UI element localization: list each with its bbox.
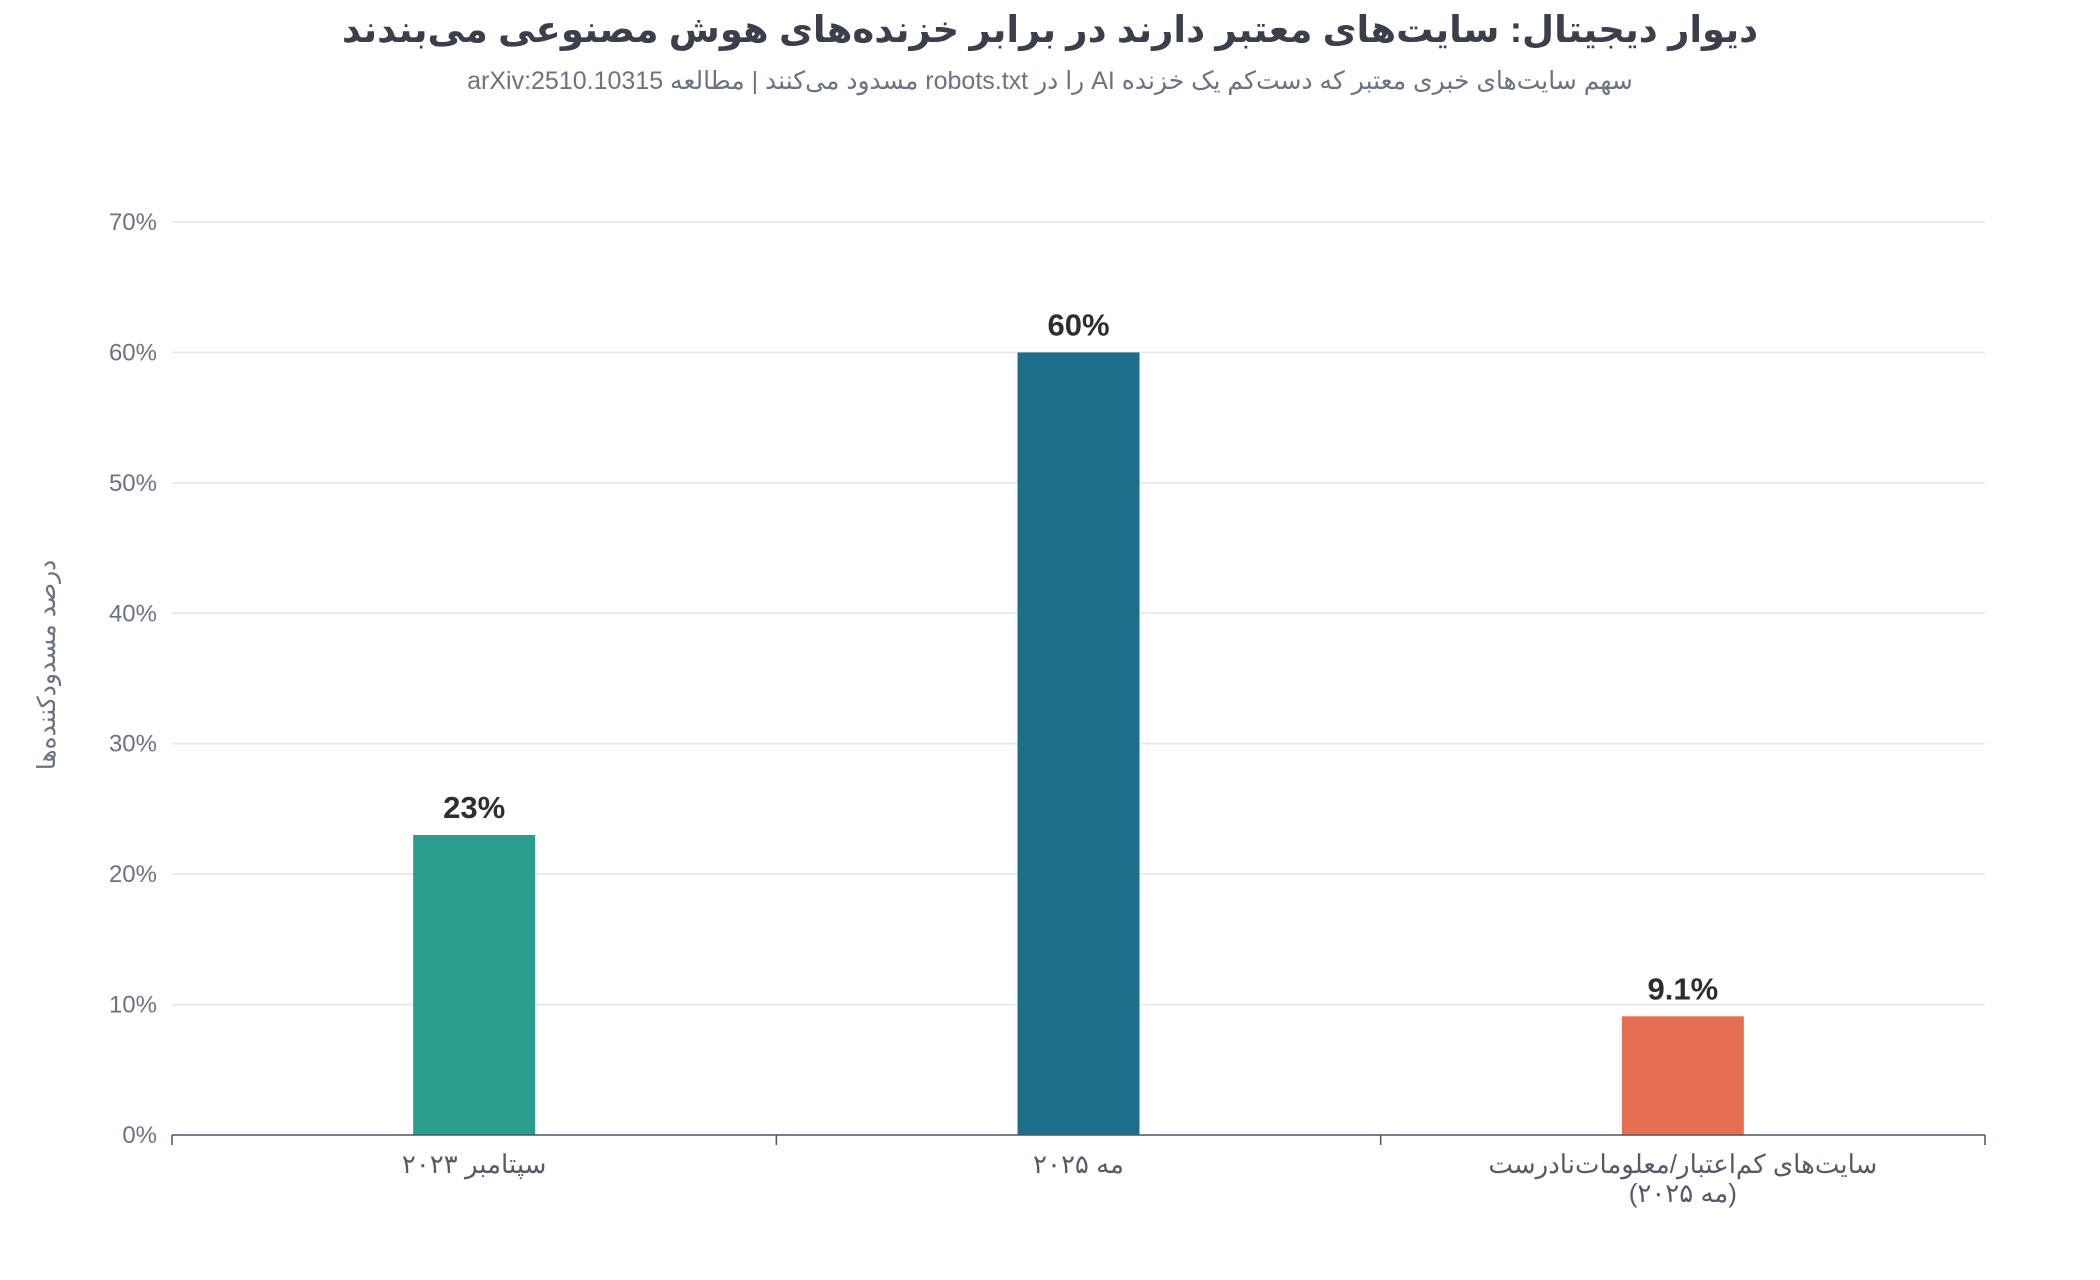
value-label: 9.1% [1647,971,1718,1006]
y-axis-title: درصد مسدودکننده‌ها [33,560,62,771]
y-tick-label: 50% [109,470,157,497]
y-tick-label: 40% [109,600,157,627]
y-tick-label: 20% [109,861,157,888]
bars [413,352,1744,1135]
labels: 0% 10% 20% 30% 40% 50% 60% 70% 23% سپتامبر ۲۰۲۳ 60… [109,209,1877,1208]
axes [171,1134,1986,1145]
chart-subtitle: سهم سایت‌های خبری معتبر که دست‌کم یک خزن… [467,67,1633,95]
chart-title: دیوار دیجیتال: سایت‌های معتبر دارند در ب… [341,9,1759,50]
bar [413,835,536,1135]
y-tick-label: 10% [109,992,157,1019]
bar [1621,1016,1744,1135]
y-tick-label: 30% [109,731,157,758]
x-tick-label: (مه ۲۰۲۵) [1629,1178,1737,1208]
x-tick-label: سایت‌های کم‌اعتبار/معلومات‌نادرست [1488,1149,1877,1180]
bar [1017,352,1140,1135]
y-tick-label: 60% [109,339,157,366]
x-tick-label: مه ۲۰۲۵ [1033,1149,1124,1179]
x-tick-label: سپتامبر ۲۰۲۳ [402,1149,547,1180]
value-label: 23% [443,790,505,825]
y-tick-label: 70% [109,209,157,236]
value-label: 60% [1047,307,1109,342]
y-tick-label: 0% [122,1122,157,1149]
